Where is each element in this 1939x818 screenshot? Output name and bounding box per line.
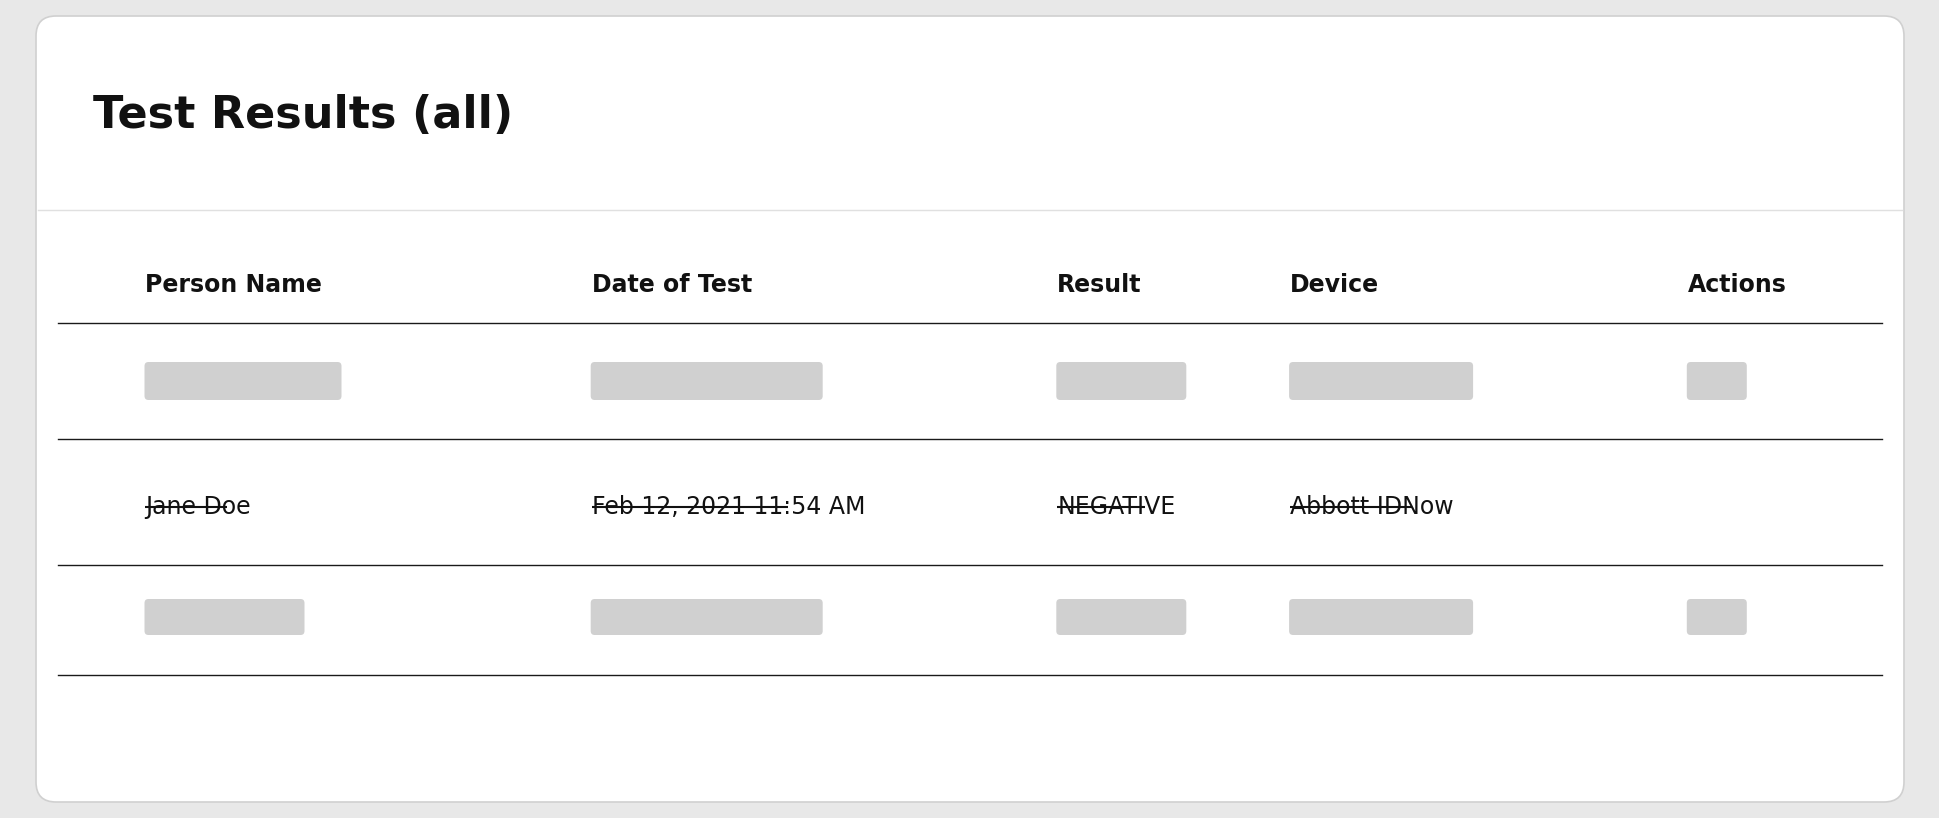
Text: Test Results (all): Test Results (all) bbox=[93, 93, 514, 137]
Text: Jane Doe: Jane Doe bbox=[145, 495, 250, 519]
FancyBboxPatch shape bbox=[1287, 599, 1472, 635]
FancyBboxPatch shape bbox=[589, 599, 822, 635]
Text: Abbott IDNow: Abbott IDNow bbox=[1289, 495, 1452, 519]
FancyBboxPatch shape bbox=[589, 362, 822, 400]
FancyBboxPatch shape bbox=[37, 16, 1902, 802]
Text: NEGATIVE: NEGATIVE bbox=[1057, 495, 1175, 519]
FancyBboxPatch shape bbox=[1055, 599, 1185, 635]
FancyBboxPatch shape bbox=[1287, 362, 1472, 400]
Text: Date of Test: Date of Test bbox=[591, 273, 752, 297]
Text: Feb 12, 2021 11:54 AM: Feb 12, 2021 11:54 AM bbox=[591, 495, 865, 519]
Text: Actions: Actions bbox=[1687, 273, 1786, 297]
Text: Person Name: Person Name bbox=[145, 273, 322, 297]
FancyBboxPatch shape bbox=[1685, 362, 1745, 400]
Text: Device: Device bbox=[1289, 273, 1379, 297]
FancyBboxPatch shape bbox=[143, 599, 304, 635]
FancyBboxPatch shape bbox=[1055, 362, 1185, 400]
Text: Result: Result bbox=[1057, 273, 1142, 297]
FancyBboxPatch shape bbox=[1685, 599, 1745, 635]
FancyBboxPatch shape bbox=[143, 362, 341, 400]
